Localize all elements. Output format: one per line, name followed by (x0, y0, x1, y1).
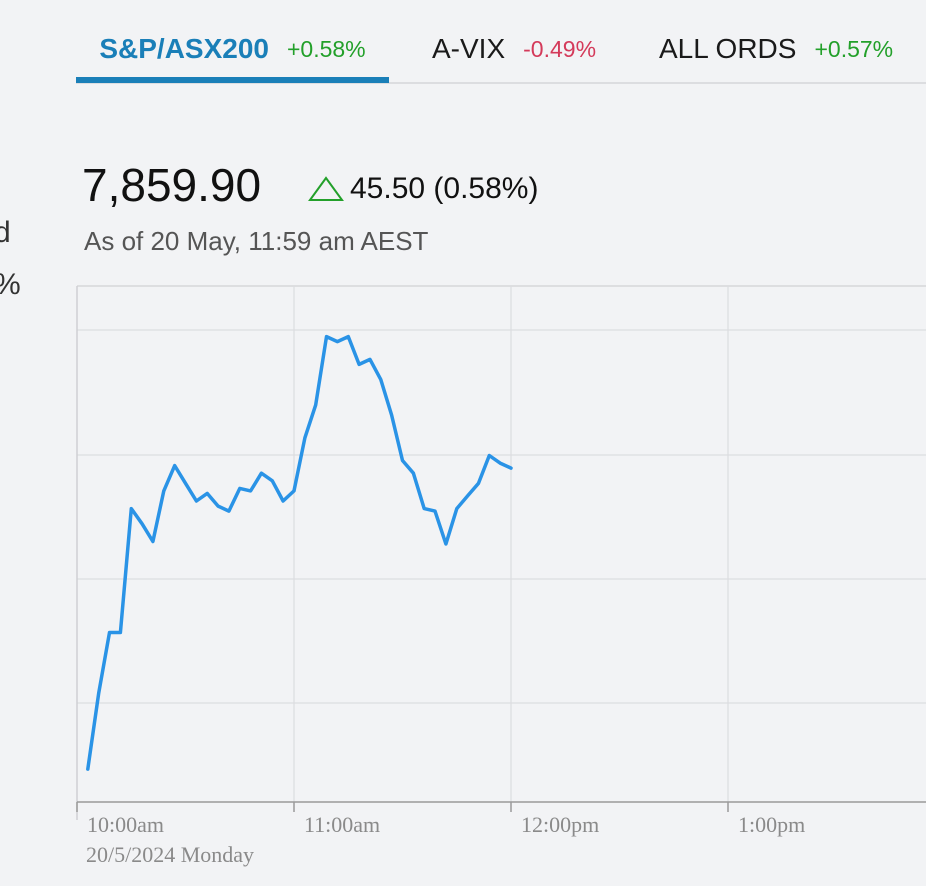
x-tick-label: 12:00pm (521, 812, 599, 837)
price-line (86, 334, 513, 771)
tab-sp-asx200[interactable]: S&P/ASX200 +0.58% (76, 18, 389, 83)
tab-all-ords-label: ALL ORDS (659, 33, 797, 64)
index-value: 7,859.90 (82, 159, 262, 211)
chart-grid (77, 285, 926, 802)
x-tick-label: 1:00pm (738, 812, 805, 837)
left-fragment-text-2: % (0, 268, 21, 302)
chart-x-tick-labels: 10:00am 11:00am 12:00pm 1:00pm (87, 812, 805, 837)
index-change: 45.50 (0.58%) (308, 172, 538, 206)
chart-axes (76, 286, 926, 820)
x-tick-label: 11:00am (304, 812, 380, 837)
tab-a-vix-change: -0.49% (523, 35, 597, 62)
tab-all-ords-change: +0.57% (814, 35, 894, 62)
as-of-timestamp: As of 20 May, 11:59 am AEST (84, 226, 429, 256)
tab-sp-asx200-change: +0.58% (286, 35, 366, 62)
chart-date-label: 20/5/2024 Monday (86, 842, 254, 867)
tab-a-vix-label: A-VIX (432, 33, 506, 64)
left-fragment-text-1: d (0, 216, 11, 249)
tab-a-vix[interactable]: A-VIX -0.49% (432, 18, 596, 80)
index-tabs: S&P/ASX200 +0.58% A-VIX -0.49% ALL ORDS … (76, 18, 926, 84)
tab-sp-asx200-label: S&P/ASX200 (99, 33, 269, 64)
x-tick-label: 10:00am (87, 812, 164, 837)
tab-all-ords[interactable]: ALL ORDS +0.57% (659, 18, 893, 80)
triangle-up-icon (308, 176, 344, 201)
index-change-text: 45.50 (0.58%) (350, 172, 539, 205)
